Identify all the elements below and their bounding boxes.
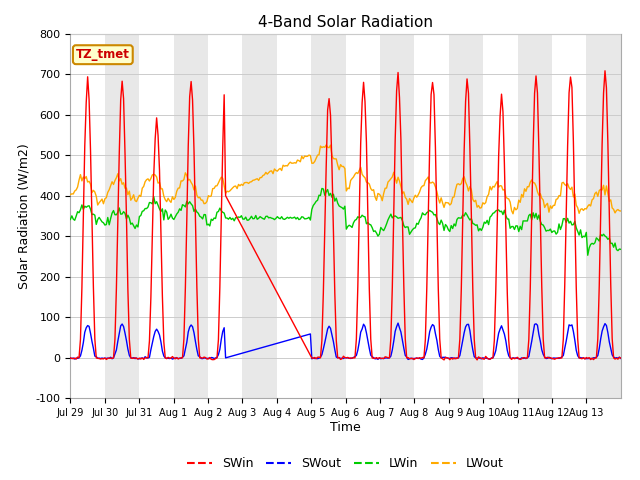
Title: 4-Band Solar Radiation: 4-Band Solar Radiation [258, 15, 433, 30]
Bar [311, 34, 346, 398]
Bar [105, 34, 140, 398]
Bar [208, 34, 243, 398]
Bar [70, 34, 105, 398]
Bar [552, 34, 586, 398]
Text: TZ_tmet: TZ_tmet [76, 48, 130, 61]
Bar [449, 34, 483, 398]
Bar [243, 34, 277, 398]
Legend: SWin, SWout, LWin, LWout: SWin, SWout, LWin, LWout [182, 452, 509, 475]
X-axis label: Time: Time [330, 421, 361, 434]
Bar [380, 34, 415, 398]
Bar [173, 34, 208, 398]
Y-axis label: Solar Radiation (W/m2): Solar Radiation (W/m2) [17, 143, 30, 289]
Bar [346, 34, 380, 398]
Bar [518, 34, 552, 398]
Bar [276, 34, 311, 398]
Bar [140, 34, 173, 398]
Bar [586, 34, 621, 398]
Bar [415, 34, 449, 398]
Bar [483, 34, 518, 398]
